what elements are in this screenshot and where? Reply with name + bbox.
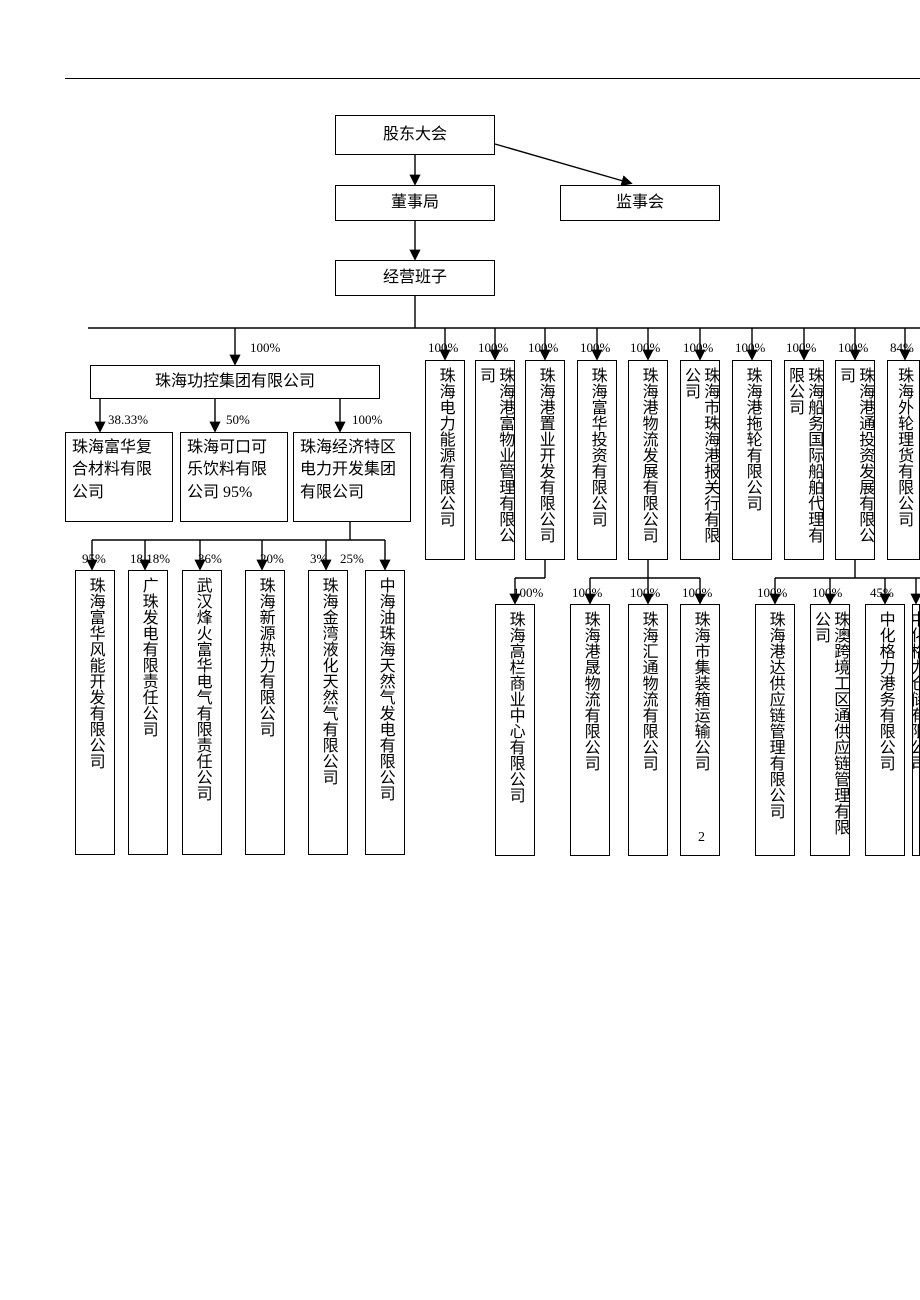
t8c-0: 珠海港达供应链管理有限公司: [755, 604, 795, 856]
gk-gc-3: 珠海新源热力有限公司: [245, 570, 285, 855]
t8c-3: 中化格力仓储有限公司: [912, 604, 920, 856]
gk-gc-5: 中海油珠海天然气发电有限公司: [365, 570, 405, 855]
t2-1: 珠海港富物业管理有限公司: [475, 360, 515, 560]
pct-gc4: 3%: [310, 551, 327, 567]
pct-gc0: 95%: [82, 551, 106, 567]
pct-gc5: 25%: [340, 551, 364, 567]
board-box: 董事局: [335, 185, 495, 221]
supervisors-box: 监事会: [560, 185, 720, 221]
shareholders-box: 股东大会: [335, 115, 495, 155]
t2-6: 珠海港拖轮有限公司: [732, 360, 772, 560]
pct-t2-6: 100%: [735, 340, 765, 356]
t8c-1: 珠澳跨境工区通供应链管理有限公司: [810, 604, 850, 856]
pct-gk2: 100%: [352, 412, 382, 428]
t2-3: 珠海富华投资有限公司: [577, 360, 617, 560]
pct-t2-3: 100%: [580, 340, 610, 356]
pct-gk0: 38.33%: [108, 412, 148, 428]
t2-2: 珠海港置业开发有限公司: [525, 360, 565, 560]
pct-t4c0: 100%: [572, 585, 602, 601]
t4c-1: 珠海汇通物流有限公司: [628, 604, 668, 856]
t8c-2: 中化格力港务有限公司: [865, 604, 905, 856]
gongkong-label: 珠海功控集团有限公司: [155, 371, 315, 393]
gk-child-1-label: 珠海可口可乐饮料有限公司 95%: [187, 439, 267, 501]
gk-gc-2: 武汉烽火富华电气有限责任公司: [182, 570, 222, 855]
pct-gc1: 18.18%: [130, 551, 170, 567]
t4c-2: 珠海市集装箱运输公司: [680, 604, 720, 856]
pct-gc3: 20%: [260, 551, 284, 567]
t2-5: 珠海市珠海港报关行有限公司: [680, 360, 720, 560]
pct-t2-0: 100%: [428, 340, 458, 356]
t2-8: 珠海港通投资发展有限公司: [835, 360, 875, 560]
gk-child-2-label: 珠海经济特区电力开发集团有限公司: [300, 439, 396, 501]
gk-gc-4: 珠海金湾液化天然气有限公司: [308, 570, 348, 855]
top-rule: [65, 78, 920, 79]
pct-t2-7: 100%: [786, 340, 816, 356]
pct-t2-1: 100%: [478, 340, 508, 356]
pct-t8c2: 45%: [870, 585, 894, 601]
pct-gk1: 50%: [226, 412, 250, 428]
pct-t2-2: 100%: [528, 340, 558, 356]
t4c-0: 珠海港晟物流有限公司: [570, 604, 610, 856]
pct-t4c1: 100%: [630, 585, 660, 601]
gongkong-box: 珠海功控集团有限公司: [90, 365, 380, 399]
pct-t4c2: 100%: [682, 585, 712, 601]
supervisors-label: 监事会: [616, 192, 664, 214]
pct-t2-8: 100%: [838, 340, 868, 356]
pct-t2c: 100%: [513, 585, 543, 601]
gk-gc-1: 广珠发电有限责任公司: [128, 570, 168, 855]
pct-t8c1: 100%: [812, 585, 842, 601]
t2-0: 珠海电力能源有限公司: [425, 360, 465, 560]
pct-t2-5: 100%: [683, 340, 713, 356]
shareholders-label: 股东大会: [383, 124, 447, 146]
gk-child-0-label: 珠海富华复合材料有限公司: [72, 439, 152, 501]
pct-gc2: 36%: [198, 551, 222, 567]
gk-child-2: 珠海经济特区电力开发集团有限公司: [293, 432, 411, 522]
gk-gc-0: 珠海富华风能开发有限公司: [75, 570, 115, 855]
pct-t8c0: 100%: [757, 585, 787, 601]
t2-4: 珠海港物流发展有限公司: [628, 360, 668, 560]
pct-t2-9: 84%: [890, 340, 914, 356]
footnote-2: 2: [698, 830, 705, 846]
t2-9: 珠海外轮理货有限公司: [887, 360, 920, 560]
gk-child-0: 珠海富华复合材料有限公司: [65, 432, 173, 522]
t2-7: 珠海船务国际船舶代理有限公司: [784, 360, 824, 560]
gk-child-1: 珠海可口可乐饮料有限公司 95%: [180, 432, 288, 522]
management-box: 经营班子: [335, 260, 495, 296]
board-label: 董事局: [391, 192, 439, 214]
management-label: 经营班子: [383, 267, 447, 289]
t2c-single: 珠海高栏商业中心有限公司: [495, 604, 535, 856]
pct-gongkong: 100%: [250, 340, 280, 356]
pct-t2-4: 100%: [630, 340, 660, 356]
